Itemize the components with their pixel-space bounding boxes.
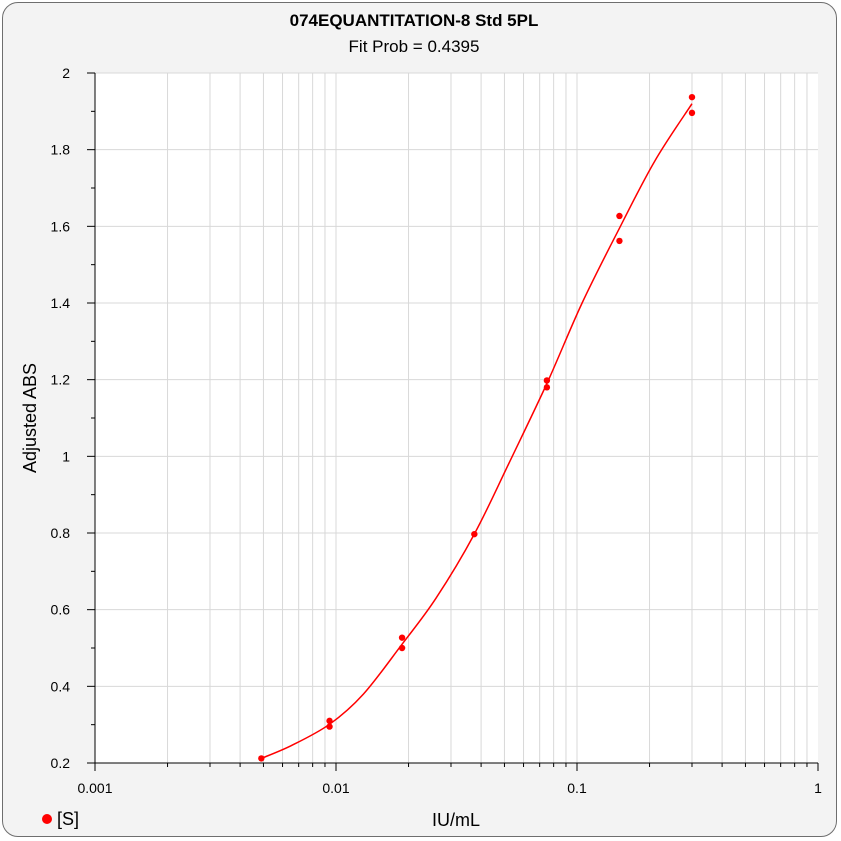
legend-label: [S] [57, 809, 79, 829]
y-tick-label: 1.8 [51, 142, 71, 158]
fit-curve-layer [261, 103, 693, 760]
chart-subtitle: Fit Prob = 0.4395 [349, 37, 480, 56]
grid-lines [95, 72, 818, 763]
x-tick-label: 0.001 [77, 780, 112, 796]
x-tick-label: 0.01 [322, 780, 349, 796]
plot-area [95, 73, 818, 763]
legend-marker-icon [42, 814, 52, 824]
x-tick-label: 0.1 [567, 780, 587, 796]
y-axis-label: Adjusted ABS [20, 363, 40, 473]
y-tick-labels: 0.2 0.4 0.6 0.8 1 1.2 1.4 1.6 1.8 2 [51, 65, 71, 771]
data-point [326, 717, 333, 725]
y-tick-label: 0.6 [51, 602, 71, 618]
data-point [398, 644, 406, 652]
chart-title: 074EQUANTITATION-8 Std 5PL [290, 11, 539, 30]
y-tick-label: 1.4 [51, 295, 71, 311]
data-point [258, 755, 265, 762]
y-tick-label: 1.2 [51, 372, 71, 388]
data-point [326, 723, 333, 730]
data-point [688, 109, 696, 117]
y-tick-label: 0.2 [51, 755, 71, 771]
data-point [398, 634, 406, 641]
y-tick-label: 0.8 [51, 525, 71, 541]
y-tick-label: 1 [62, 448, 70, 464]
fit-curve-line [261, 103, 693, 760]
y-tick-label: 1.6 [51, 218, 71, 234]
y-tick-label: 2 [62, 65, 70, 81]
data-point [543, 377, 551, 384]
x-tick-labels: 0.001 0.01 0.1 1 [77, 780, 822, 796]
data-point [543, 384, 551, 391]
data-point [471, 530, 478, 538]
data-points [258, 93, 696, 762]
y-tick-label: 0.4 [51, 678, 71, 694]
x-tick-label: 1 [814, 780, 822, 796]
axes [87, 72, 819, 771]
data-point [616, 212, 623, 220]
data-point [616, 237, 623, 245]
data-point [688, 93, 696, 101]
x-axis-label: IU/mL [432, 810, 480, 830]
